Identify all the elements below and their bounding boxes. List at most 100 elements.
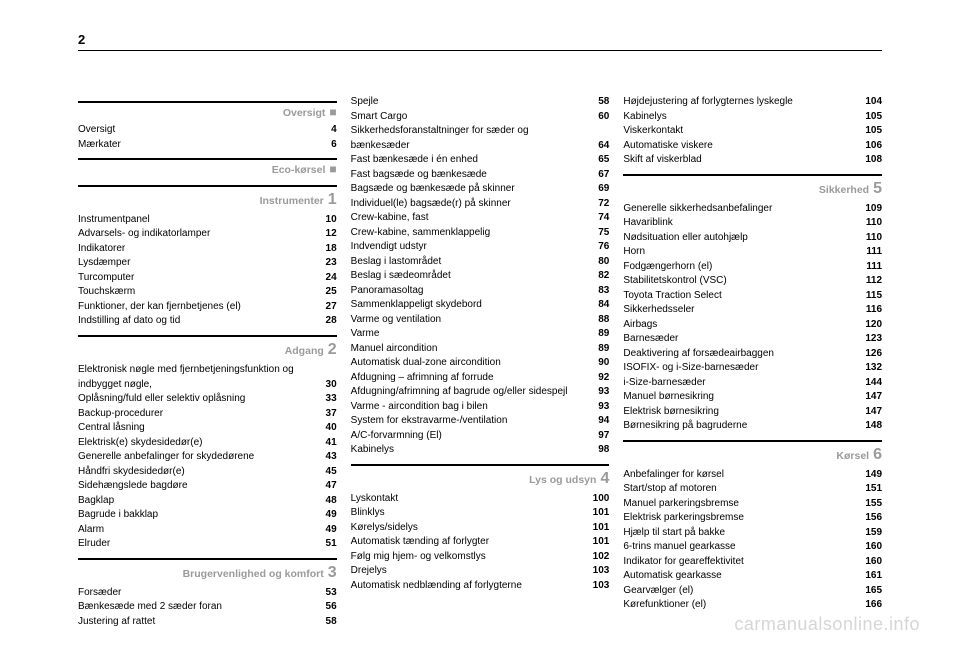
toc-label: Stabilitetskontrol (VSC) (623, 274, 854, 289)
toc-row: Individuel(le) bagsæde(r) på skinner72 (351, 197, 610, 212)
toc-label: Indstilling af dato og tid (78, 314, 309, 329)
section-rule (78, 558, 337, 560)
toc-page: 30 (309, 378, 337, 393)
section-header: Lys og udsyn4 (351, 467, 610, 490)
toc-page: 100 (581, 492, 609, 507)
toc-label: Turcomputer (78, 271, 309, 286)
toc-row: Kørefunktioner (el)166 (623, 598, 882, 613)
chapter-number: 1 (328, 188, 337, 211)
section-rule (623, 440, 882, 442)
toc-label: Beslag i lastområdet (351, 255, 582, 270)
toc-row: Crew-kabine, fast74 (351, 211, 610, 226)
toc-label: Automatisk dual-zone aircondition (351, 356, 582, 371)
toc-page: 76 (581, 240, 609, 255)
section-title: Eco-kørsel (272, 163, 326, 178)
toc-label: Gearvælger (el) (623, 584, 854, 599)
toc-page: 165 (854, 584, 882, 599)
toc-label: Fast bagsæde og bænkesæde (351, 168, 582, 183)
toc-label: Elektrisk parkeringsbremse (623, 511, 854, 526)
toc-page: 94 (581, 414, 609, 429)
toc-label: Crew-kabine, fast (351, 211, 582, 226)
toc-label: Manuel parkeringsbremse (623, 497, 854, 512)
toc-row: Viskerkontakt105 (623, 124, 882, 139)
page-number: 2 (78, 32, 85, 47)
toc-row: Panoramasoltag83 (351, 284, 610, 299)
toc-row: Instrumentpanel10 (78, 213, 337, 228)
toc-page: 80 (581, 255, 609, 270)
toc-row: A/C-forvarmning (El)97 (351, 429, 610, 444)
toc-page: 111 (854, 245, 882, 260)
section-title: Oversigt (283, 106, 326, 121)
toc-label: Varme og ventilation (351, 313, 582, 328)
toc-row: Følg mig hjem- og velkomstlys102 (351, 550, 610, 565)
toc-label: Kabinelys (351, 443, 582, 458)
toc-row: Elektrisk børnesikring147 (623, 405, 882, 420)
toc-label: Hjælp til start på bakke (623, 526, 854, 541)
toc-label: Automatisk tænding af forlygter (351, 535, 582, 550)
toc-label: Advarsels- og indikatorlamper (78, 227, 309, 242)
section-rule (78, 101, 337, 103)
toc-row: Fast bagsæde og bænkesæde67 (351, 168, 610, 183)
toc-page: 88 (581, 313, 609, 328)
toc-label: Nødsituation eller autohjælp (623, 231, 854, 246)
toc-page: 151 (854, 482, 882, 497)
toc-page: 58 (581, 95, 609, 110)
toc-row: Indstilling af dato og tid28 (78, 314, 337, 329)
toc-page: 159 (854, 526, 882, 541)
toc-page: 92 (581, 371, 609, 386)
toc-row: Skift af viskerblad108 (623, 153, 882, 168)
toc-row: Kabinelys98 (351, 443, 610, 458)
toc-label: Central låsning (78, 421, 309, 436)
section-rule (78, 335, 337, 337)
toc-row: Kørelys/sidelys101 (351, 521, 610, 536)
toc-label: Bagrude i bakklap (78, 508, 309, 523)
toc-label: Elruder (78, 537, 309, 552)
toc-label: Højdejustering af forlygternes lyskegle (623, 95, 854, 110)
toc-label: Kabinelys (623, 110, 854, 125)
toc-page: 67 (581, 168, 609, 183)
toc-page: 111 (854, 260, 882, 275)
toc-page: 108 (854, 153, 882, 168)
section-title: Kørsel (836, 449, 869, 464)
toc-page: 84 (581, 298, 609, 313)
toc-row: Automatisk nedblænding af forlygterne103 (351, 579, 610, 594)
toc-page: 58 (309, 615, 337, 630)
toc-row: Central låsning40 (78, 421, 337, 436)
toc-page: 132 (854, 361, 882, 376)
toc-page: 126 (854, 347, 882, 362)
toc-page: 89 (581, 327, 609, 342)
toc-label: Oversigt (78, 123, 309, 138)
toc-row: Håndfri skydesidedør(e)45 (78, 465, 337, 480)
chapter-number: 6 (873, 443, 882, 466)
toc-row: Elektrisk parkeringsbremse156 (623, 511, 882, 526)
toc-page: 6 (309, 138, 337, 153)
toc-row: Beslag i sædeområdet82 (351, 269, 610, 284)
toc-label: Start/stop af motoren (623, 482, 854, 497)
section-rule (78, 185, 337, 187)
toc-label: Lyskontakt (351, 492, 582, 507)
toc-page: 4 (309, 123, 337, 138)
toc-label: Beslag i sædeområdet (351, 269, 582, 284)
toc-page: 53 (309, 586, 337, 601)
toc-page: 47 (309, 479, 337, 494)
toc-row: Afdugning/afrimning af bagrude og/eller … (351, 385, 610, 400)
toc-columns: Oversigt■Oversigt4Mærkater6Eco-kørsel■In… (78, 95, 882, 629)
toc-page: 144 (854, 376, 882, 391)
toc-page: 103 (581, 564, 609, 579)
toc-page: 112 (854, 274, 882, 289)
toc-page: 43 (309, 450, 337, 465)
toc-row: Forsæder53 (78, 586, 337, 601)
toc-label: System for ekstravarme-/ventilation (351, 414, 582, 429)
toc-label: Funktioner, der kan fjernbetjenes (el) (78, 300, 309, 315)
toc-page: 103 (581, 579, 609, 594)
toc-page: 102 (581, 550, 609, 565)
toc-page: 156 (854, 511, 882, 526)
toc-page: 98 (581, 443, 609, 458)
toc-row: System for ekstravarme-/ventilation94 (351, 414, 610, 429)
toc-label: Touchskærm (78, 285, 309, 300)
toc-label: Deaktivering af forsædeairbaggen (623, 347, 854, 362)
column-1: Oversigt■Oversigt4Mærkater6Eco-kørsel■In… (78, 95, 337, 629)
toc-label: Individuel(le) bagsæde(r) på skinner (351, 197, 582, 212)
toc-label: i-Size-barnesæder (623, 376, 854, 391)
toc-label: Følg mig hjem- og velkomstlys (351, 550, 582, 565)
